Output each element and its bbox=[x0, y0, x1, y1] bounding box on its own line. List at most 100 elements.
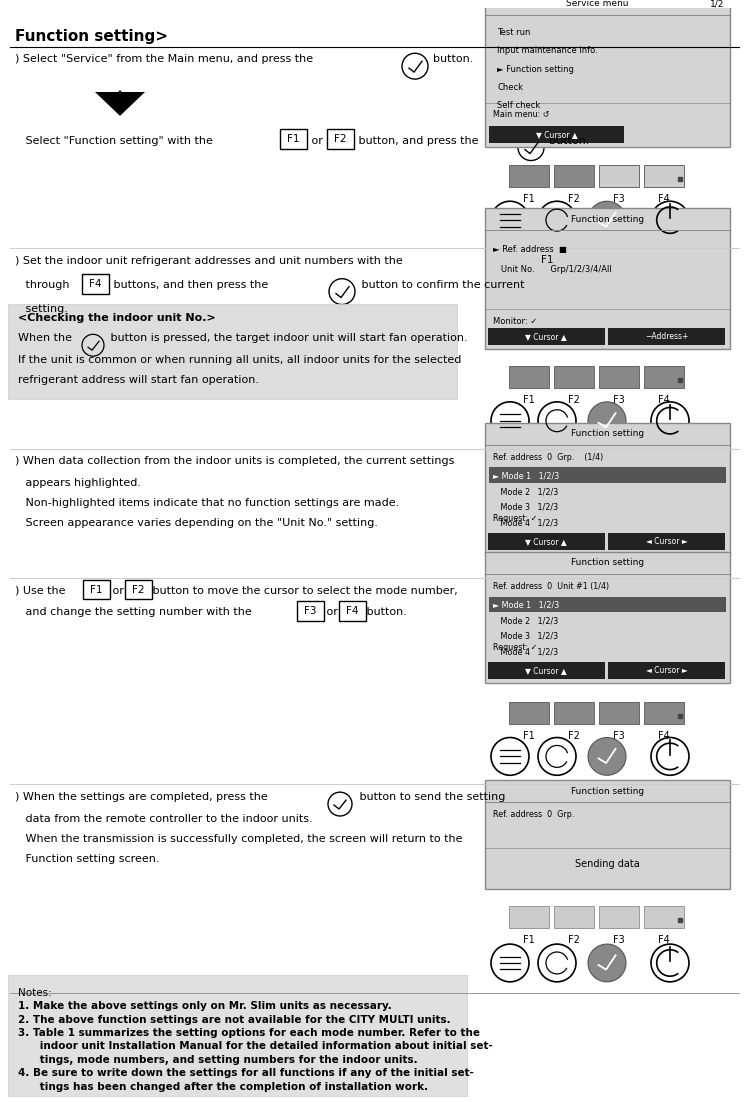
FancyBboxPatch shape bbox=[509, 366, 549, 388]
FancyBboxPatch shape bbox=[485, 552, 730, 683]
FancyBboxPatch shape bbox=[554, 366, 594, 388]
FancyBboxPatch shape bbox=[125, 580, 152, 599]
Text: Mode 4   1/2/3: Mode 4 1/2/3 bbox=[493, 647, 558, 656]
FancyBboxPatch shape bbox=[509, 702, 549, 724]
Text: 2. The above function settings are not available for the CITY MULTI units.: 2. The above function settings are not a… bbox=[18, 1015, 451, 1025]
Text: Mode 3   1/2/3: Mode 3 1/2/3 bbox=[493, 503, 558, 511]
FancyBboxPatch shape bbox=[485, 208, 730, 349]
Text: F1: F1 bbox=[523, 936, 535, 946]
Text: or: or bbox=[323, 607, 342, 617]
FancyBboxPatch shape bbox=[488, 533, 604, 550]
FancyBboxPatch shape bbox=[644, 366, 684, 388]
Text: F1: F1 bbox=[542, 255, 554, 264]
FancyBboxPatch shape bbox=[509, 165, 549, 187]
FancyBboxPatch shape bbox=[608, 533, 725, 550]
Text: F4: F4 bbox=[346, 606, 359, 616]
Text: F1: F1 bbox=[523, 395, 535, 404]
Text: Mode 3   1/2/3: Mode 3 1/2/3 bbox=[493, 631, 558, 640]
Text: Check: Check bbox=[497, 83, 523, 93]
Text: F4: F4 bbox=[658, 194, 670, 204]
Text: ) Select "Service" from the Main menu, and press the: ) Select "Service" from the Main menu, a… bbox=[15, 54, 317, 64]
FancyBboxPatch shape bbox=[280, 129, 307, 149]
Text: F3: F3 bbox=[613, 731, 625, 741]
Text: 3. Table 1 summarizes the setting options for each mode number. Refer to the: 3. Table 1 summarizes the setting option… bbox=[18, 1028, 480, 1038]
FancyBboxPatch shape bbox=[8, 303, 457, 399]
FancyBboxPatch shape bbox=[599, 366, 639, 388]
FancyBboxPatch shape bbox=[599, 165, 639, 187]
Text: ▼ Cursor ▲: ▼ Cursor ▲ bbox=[525, 537, 567, 545]
Text: F2: F2 bbox=[568, 395, 580, 404]
Text: and change the setting number with the: and change the setting number with the bbox=[15, 607, 255, 617]
Text: Mode 4   1/2/3: Mode 4 1/2/3 bbox=[493, 518, 558, 527]
Text: indoor unit Installation Manual for the detailed information about initial set-: indoor unit Installation Manual for the … bbox=[18, 1041, 493, 1051]
Text: Non-highlighted items indicate that no function settings are made.: Non-highlighted items indicate that no f… bbox=[15, 498, 399, 508]
FancyBboxPatch shape bbox=[489, 596, 726, 613]
FancyBboxPatch shape bbox=[485, 0, 730, 147]
Text: F1: F1 bbox=[523, 194, 535, 204]
FancyBboxPatch shape bbox=[82, 273, 109, 293]
Text: −Address+: −Address+ bbox=[645, 333, 688, 342]
Text: or: or bbox=[109, 585, 127, 595]
Text: Ref. address  0  Grp.    (1/4): Ref. address 0 Grp. (1/4) bbox=[493, 453, 603, 462]
Text: ) Use the: ) Use the bbox=[15, 585, 69, 595]
Text: button.: button. bbox=[363, 607, 407, 617]
FancyBboxPatch shape bbox=[485, 423, 730, 554]
Text: Mode 2   1/2/3: Mode 2 1/2/3 bbox=[493, 616, 558, 625]
Text: Test run: Test run bbox=[497, 28, 530, 36]
Text: button to send the setting: button to send the setting bbox=[356, 792, 506, 802]
FancyBboxPatch shape bbox=[488, 662, 604, 679]
Text: Unit No.      Grp/1/2/3/4/All: Unit No. Grp/1/2/3/4/All bbox=[493, 266, 612, 274]
Text: Input maintenance info.: Input maintenance info. bbox=[497, 46, 598, 55]
Text: F1: F1 bbox=[288, 133, 300, 143]
Text: F1: F1 bbox=[90, 584, 103, 595]
Text: Select "Function setting" with the: Select "Function setting" with the bbox=[15, 136, 216, 145]
Text: F3: F3 bbox=[613, 936, 625, 946]
FancyBboxPatch shape bbox=[599, 906, 639, 928]
Text: button.: button. bbox=[433, 54, 473, 64]
Polygon shape bbox=[95, 91, 145, 116]
Text: Function setting: Function setting bbox=[571, 787, 644, 796]
Text: tings has been changed after the completion of installation work.: tings has been changed after the complet… bbox=[18, 1082, 428, 1092]
FancyBboxPatch shape bbox=[644, 906, 684, 928]
Text: or: or bbox=[308, 136, 327, 145]
Text: buttons, and then press the: buttons, and then press the bbox=[110, 280, 272, 290]
Text: Sending data: Sending data bbox=[575, 858, 640, 868]
Text: ◄ Cursor ►: ◄ Cursor ► bbox=[646, 666, 688, 676]
Text: Self check: Self check bbox=[497, 101, 540, 110]
Text: Function setting screen.: Function setting screen. bbox=[15, 854, 160, 864]
FancyBboxPatch shape bbox=[599, 702, 639, 724]
FancyBboxPatch shape bbox=[509, 906, 549, 928]
FancyBboxPatch shape bbox=[327, 129, 354, 149]
FancyBboxPatch shape bbox=[488, 328, 604, 345]
Text: F2: F2 bbox=[568, 731, 580, 741]
Text: Mode 2   1/2/3: Mode 2 1/2/3 bbox=[493, 487, 558, 496]
FancyBboxPatch shape bbox=[339, 602, 366, 622]
Text: F3: F3 bbox=[613, 194, 625, 204]
Text: button, and press the: button, and press the bbox=[355, 136, 482, 145]
Text: setting.: setting. bbox=[15, 303, 68, 314]
Text: ► Function setting: ► Function setting bbox=[497, 65, 574, 74]
Text: Ref. address  0  Grp.: Ref. address 0 Grp. bbox=[493, 810, 574, 820]
Text: Main menu: ↺: Main menu: ↺ bbox=[493, 110, 550, 119]
Text: button to move the cursor to select the mode number,: button to move the cursor to select the … bbox=[149, 585, 458, 595]
Text: through: through bbox=[15, 280, 73, 290]
Text: <Checking the indoor unit No.>: <Checking the indoor unit No.> bbox=[18, 313, 216, 324]
Text: F2: F2 bbox=[133, 584, 145, 595]
Text: Function setting: Function setting bbox=[571, 215, 644, 224]
Text: Function setting: Function setting bbox=[571, 429, 644, 439]
Text: F3: F3 bbox=[613, 395, 625, 404]
FancyBboxPatch shape bbox=[8, 975, 467, 1096]
Text: button is pressed, the target indoor unit will start fan operation.: button is pressed, the target indoor uni… bbox=[107, 333, 467, 344]
Text: 4. Be sure to write down the settings for all functions if any of the initial se: 4. Be sure to write down the settings fo… bbox=[18, 1068, 474, 1078]
FancyBboxPatch shape bbox=[608, 328, 725, 345]
Text: Monitor: ✓: Monitor: ✓ bbox=[493, 317, 537, 326]
Text: 1/2: 1/2 bbox=[709, 0, 724, 8]
Text: ► Mode 1   1/2/3: ► Mode 1 1/2/3 bbox=[493, 601, 560, 609]
Text: Service menu: Service menu bbox=[566, 0, 628, 8]
Text: ) When the settings are completed, press the: ) When the settings are completed, press… bbox=[15, 792, 271, 802]
Text: ► Ref. address  ■: ► Ref. address ■ bbox=[493, 246, 567, 255]
Text: ▼ Cursor ▲: ▼ Cursor ▲ bbox=[536, 130, 577, 139]
Text: Request: ✓: Request: ✓ bbox=[493, 514, 537, 522]
Circle shape bbox=[588, 202, 626, 239]
Text: Screen appearance varies depending on the "Unit No." setting.: Screen appearance varies depending on th… bbox=[15, 518, 378, 528]
